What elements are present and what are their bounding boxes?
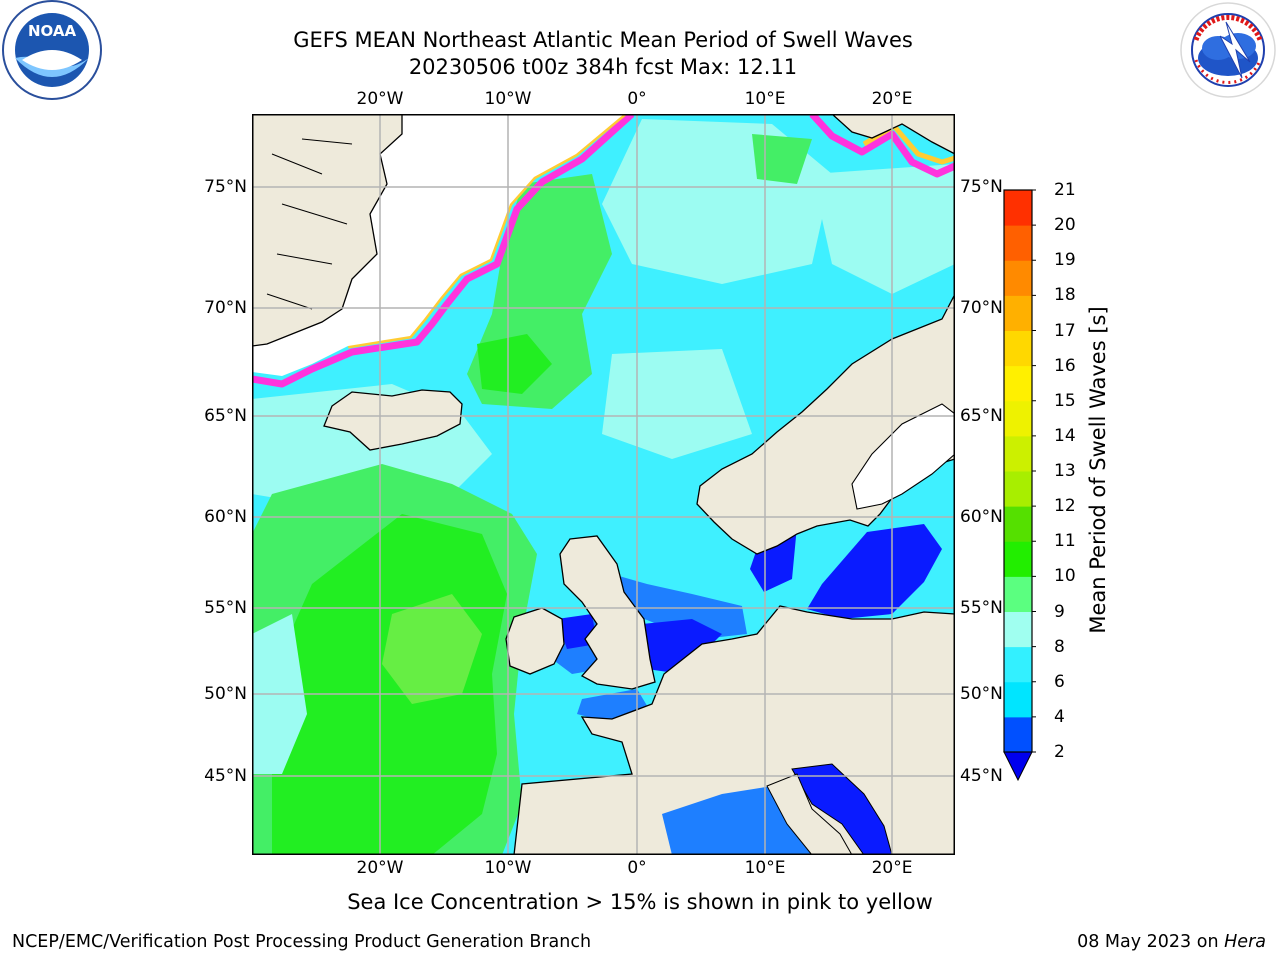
colorbar-tick-label: 16 [1054,355,1076,376]
ocean-light-zone [602,349,752,459]
colorbar-bin [1004,541,1032,577]
lat-label-left: 60°N [204,507,247,527]
nws-logo [1176,0,1280,100]
colorbar-bin [1004,646,1032,683]
swell-green-zone [477,334,552,394]
colorbar-title: Mean Period of Swell Waves [s] [1086,306,1110,634]
noaa-logo-text: NOAA [28,22,77,40]
sea-ice-note: Sea Ice Concentration > 15% is shown in … [347,890,933,914]
iceland [323,389,463,451]
lat-label-right: 60°N [960,507,1003,527]
colorbar-bin [1004,330,1032,367]
map-frame [252,114,955,855]
ocean-light-zone [812,164,955,294]
producer-credit: NCEP/EMC/Verification Post Processing Pr… [12,932,592,952]
colorbar-tick-label: 21 [1054,180,1076,200]
colorbar-tick-label: 12 [1054,496,1076,517]
colorbar-bin [1004,611,1032,648]
colorbar-tick-label: 9 [1054,601,1065,622]
generation-host: Hera [1224,932,1266,952]
colorbar-bin [1004,225,1032,261]
lat-label-right: 65°N [960,406,1003,426]
svalbard [831,114,955,155]
lon-label-bottom: 0° [627,858,647,878]
noaa-logo: NOAA [0,0,104,100]
swell-green-zone [752,134,812,184]
generation-date: 08 May 2023 on Hera [1077,932,1266,952]
colorbar-bin [1004,506,1032,542]
colorbar-bin [1004,260,1032,296]
lat-label-left: 55°N [204,598,247,618]
colorbar-tick-label: 17 [1054,320,1076,341]
colorbar-tick-label: 18 [1054,285,1076,306]
greenland-fjord [266,138,353,310]
colorbar-tick-label: 2 [1054,742,1065,762]
colorbar-tick-label: 15 [1054,390,1076,411]
greenland-land [252,114,403,347]
lat-label-left: 50°N [204,684,247,704]
lon-label-bottom: 10°W [484,858,532,878]
sea-deep-zone [807,524,942,619]
colorbar-tick-label: 4 [1054,706,1065,727]
lon-label-top: 0° [627,89,647,109]
lat-label-left: 75°N [204,177,247,197]
bothnia-gap [851,403,955,510]
lon-label-top: 20°W [356,89,404,109]
colorbar-bin [1004,435,1032,472]
swell-green-zone [382,594,482,704]
colorbar-tick-label: 10 [1054,566,1076,587]
lat-label-left: 65°N [204,406,247,426]
adriatic [791,763,893,855]
map-subtitle: 20230506 t00z 384h fcst Max: 12.11 [408,55,798,79]
lat-label-left: 45°N [204,766,247,786]
lon-label-top: 10°E [744,89,786,109]
colorbar-extend [1003,751,1033,782]
generation-date-text: 08 May 2023 on [1077,932,1219,952]
colorbar-tick-label: 20 [1054,215,1076,236]
graticule [252,114,955,855]
lon-label-bottom: 20°E [871,858,913,878]
lon-label-top: 10°W [484,89,532,109]
colorbar-bin [1004,716,1032,753]
lat-label-right: 75°N [960,177,1003,197]
colorbar-bin [1004,576,1032,612]
colorbar-tick-label: 14 [1054,425,1076,446]
lat-label-right: 70°N [960,298,1003,318]
colorbar-bin [1004,400,1032,437]
sea-ice-edge [252,114,635,388]
med-sea [662,786,812,855]
lon-label-bottom: 20°W [356,858,404,878]
lat-label-right: 50°N [960,684,1003,704]
colorbar-tick-label: 13 [1054,461,1076,481]
colorbar-bin [1004,471,1032,507]
colorbar-bin [1004,681,1032,718]
colorbar-tick-label: 11 [1054,531,1076,552]
colorbar-tick-label: 8 [1054,636,1065,657]
lat-label-right: 45°N [960,766,1003,786]
colorbar-bin [1004,190,1032,226]
great-britain [559,535,656,690]
colorbar-bin [1004,365,1032,402]
lon-label-bottom: 10°E [744,858,786,878]
lat-label-right: 55°N [960,598,1003,618]
shelf-blue-zone [612,574,747,639]
colorbar-tick-label: 6 [1054,671,1065,692]
map-title: GEFS MEAN Northeast Atlantic Mean Period… [293,28,913,52]
italy [766,773,853,855]
colorbar-tick-label: 19 [1054,250,1076,271]
lat-label-left: 70°N [204,298,247,318]
swell-period-map [252,114,955,855]
lon-label-top: 20°E [871,89,913,109]
colorbar-bin [1004,295,1032,331]
sea-deep-zone [632,619,722,674]
colorbar [1000,186,1036,784]
